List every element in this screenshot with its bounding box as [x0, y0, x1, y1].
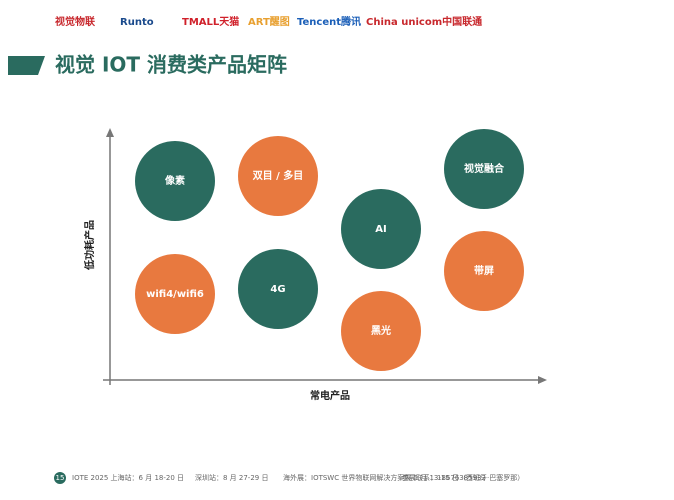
node-label: 像素: [164, 174, 185, 187]
footer-item: 深圳站：8 月 27-29 日: [195, 473, 268, 482]
logo: TMALL天猫: [182, 15, 239, 28]
logo: China unicom中国联通: [366, 15, 482, 28]
node-circle: [135, 141, 215, 221]
page-number: 15: [56, 474, 65, 482]
node-circle: [444, 231, 524, 311]
node-circle: [444, 129, 524, 209]
title-accent: [8, 56, 45, 75]
logo-row: 视觉物联 Runto TMALL天猫 ART醒图 Tencent腾讯 China unic…: [55, 15, 482, 28]
node-circle: [238, 136, 318, 216]
page-badge: [54, 472, 66, 484]
y-axis-label: 低功耗产品: [83, 220, 96, 271]
node-label: wifi4/wifi6: [146, 289, 204, 300]
node-label: 视觉融合: [464, 162, 505, 175]
node-label: 4G: [270, 284, 285, 295]
logo: Runto: [120, 17, 154, 28]
logo: Tencent腾讯: [297, 15, 361, 28]
footer-item: 参展联系：18676385933: [402, 473, 486, 482]
node-label: 双目 / 多目: [253, 169, 304, 182]
logo: ART醒图: [248, 16, 290, 28]
node-circle: [341, 189, 421, 269]
footer-item: IOTE 2025 上海站：6 月 18-20 日: [72, 473, 184, 482]
logo: 视觉物联: [55, 15, 95, 28]
nodes: 像素 双目 / 多目 视觉融合 AI 带屏 wifi4/wifi6 4G 黑光: [135, 129, 524, 371]
footer: IOTE 2025 上海站：6 月 18-20 日 深圳站：8 月 27-29 日…: [72, 473, 524, 482]
node-label: 带屏: [474, 264, 494, 277]
y-arrow: [106, 128, 114, 137]
node-circle: [238, 249, 318, 329]
node-circle: [341, 291, 421, 371]
node-label: AI: [375, 224, 386, 235]
x-axis-label: 常电产品: [310, 389, 350, 402]
node-label: 黑光: [371, 324, 391, 337]
x-arrow: [538, 376, 547, 384]
node-circle: [135, 254, 215, 334]
footer-item: 海外展：IOTSWC 世界物联网解决方案展 5 月 13-15 日（西班牙·巴塞…: [283, 473, 524, 482]
slide-title: 视觉 IOT 消费类产品矩阵: [55, 53, 287, 77]
